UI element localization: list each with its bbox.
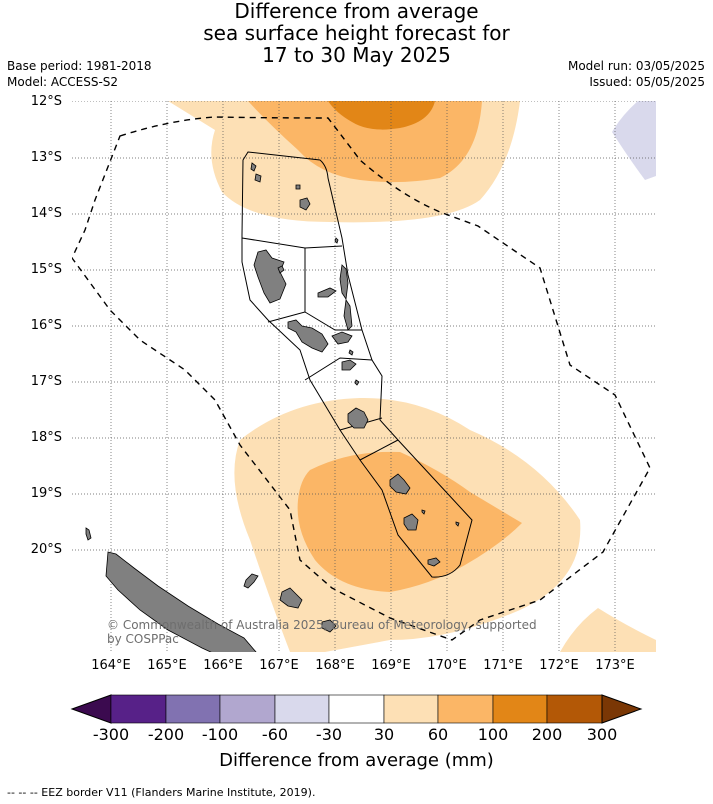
colorbar-tick-neg300: -300 (92, 725, 130, 744)
lat-label-20s: 20°S (30, 542, 62, 557)
colorbar-tick-neg200: -200 (147, 725, 185, 744)
lat-label-14s: 14°S (30, 206, 62, 221)
title-line-1: Difference from average (234, 0, 479, 23)
colorbar-label: Difference from average (mm) (219, 750, 494, 771)
vanuatu-islands (250, 162, 460, 567)
lon-label-168e: 168°E (315, 658, 355, 673)
lat-label-12s: 12°S (30, 94, 62, 109)
contour-neg30-northeast (612, 101, 656, 180)
island-erromango (389, 473, 411, 495)
island-lifou (279, 587, 303, 609)
island-torres (250, 162, 257, 172)
island-aniwa (421, 509, 426, 515)
colorbar-tick-300: 300 (586, 725, 618, 744)
contour-60-north (248, 101, 482, 183)
model-name: Model: ACCESS-S2 (7, 75, 119, 89)
new-caledonia (85, 527, 337, 652)
lat-label-16s: 16°S (30, 318, 62, 333)
contour-30-southeast (560, 608, 656, 652)
contour-100-north (328, 101, 435, 130)
colorbar-tick-100: 100 (477, 725, 509, 744)
island-shepherds (354, 379, 360, 386)
lat-label-17s: 17°S (30, 374, 62, 389)
lon-label-166e: 166°E (203, 658, 243, 673)
lat-label-18s: 18°S (30, 430, 62, 445)
island-santo (253, 249, 287, 304)
island-maewo (334, 237, 339, 244)
copyright-notice: © Commonwealth of Australia 2025, Bureau… (107, 618, 537, 646)
island-grande-terre (105, 551, 257, 652)
colorbar-tick-60: 60 (427, 725, 449, 744)
colorbar-tick-200: 200 (531, 725, 563, 744)
island-mare (321, 619, 337, 633)
issued-date: Issued: 05/05/2025 (589, 75, 705, 89)
lon-label-172e: 172°E (539, 658, 579, 673)
lon-label-164e: 164°E (91, 658, 131, 673)
island-ambrym (331, 331, 353, 345)
island-belep (85, 527, 92, 541)
map-title: Difference from average sea surface heig… (0, 0, 713, 66)
island-ouvea (243, 573, 259, 589)
island-pentecost (343, 298, 353, 331)
lon-label-173e: 173°E (595, 658, 635, 673)
island-malo (277, 265, 285, 274)
lat-label-15s: 15°S (30, 262, 62, 277)
colorbar-tick-neg30: -30 (315, 725, 343, 744)
island-malekula (287, 319, 329, 353)
island-efate (347, 407, 369, 429)
meta-right: Model run: 03/05/2025 Issued: 05/05/2025 (568, 58, 705, 90)
island-ureparapara (295, 184, 301, 190)
lat-label-13s: 13°S (30, 150, 62, 165)
eez-footnote: -- -- -- EEZ border V11 (Flanders Marine… (7, 786, 316, 799)
lon-label-169e: 169°E (371, 658, 411, 673)
title-line-2: sea surface height forecast for (203, 21, 510, 45)
base-period: Base period: 1981-2018 (7, 59, 152, 73)
island-epi (341, 359, 357, 371)
colorbar-tick-neg100: -100 (201, 725, 239, 744)
island-maewo-long (339, 264, 349, 301)
lon-label-167e: 167°E (259, 658, 299, 673)
eez-border (72, 116, 651, 641)
island-ambae (317, 287, 337, 298)
island-tanna (403, 513, 419, 531)
model-run: Model run: 03/05/2025 (567, 59, 705, 73)
lon-label-165e: 165°E (147, 658, 187, 673)
meta-left: Base period: 1981-2018 Model: ACCESS-S2 (7, 58, 152, 90)
lon-label-170e: 170°E (427, 658, 467, 673)
island-futuna (455, 521, 460, 527)
island-aneityum (427, 557, 441, 567)
map-area (72, 101, 656, 652)
island-vanua-lava (254, 173, 262, 183)
title-line-3: 17 to 30 May 2025 (262, 43, 451, 67)
island-gaua (299, 197, 311, 211)
colorbar-tick-30: 30 (373, 725, 395, 744)
lat-label-19s: 19°S (30, 486, 62, 501)
colorbar-tick-neg60: -60 (261, 725, 289, 744)
island-paama (348, 349, 354, 356)
lon-label-171e: 171°E (483, 658, 523, 673)
